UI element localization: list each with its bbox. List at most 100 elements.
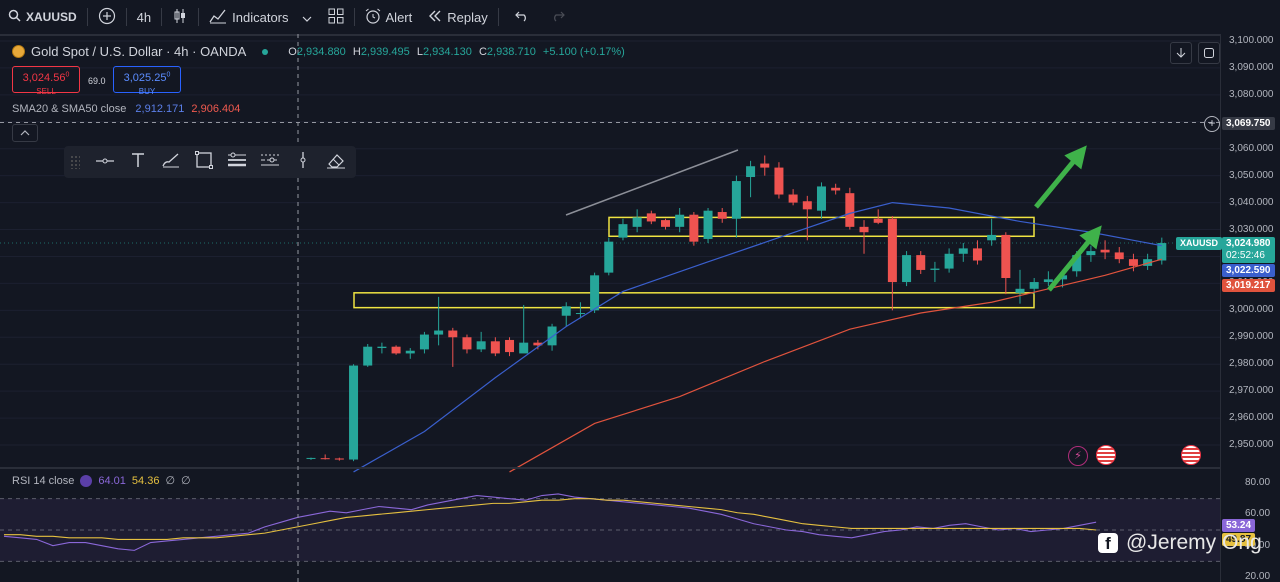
- price-tick-label: 3,080.000: [1229, 88, 1274, 100]
- text-tool-button[interactable]: [121, 146, 154, 178]
- rsi-legend[interactable]: RSI 14 close 64.01 54.36 ∅ ∅: [12, 474, 191, 487]
- line-style-button[interactable]: [253, 146, 286, 178]
- earnings-event-icon[interactable]: ⚡: [1068, 446, 1088, 466]
- candle-body: [1072, 255, 1082, 272]
- rectangle-icon: [194, 150, 213, 174]
- price-tick-label: 3,050.000: [1229, 169, 1274, 181]
- floating-drawing-toolbar: [64, 146, 356, 178]
- sell-button[interactable]: 3,024.560 SELL: [12, 66, 80, 96]
- candle-body: [575, 313, 585, 315]
- redo-button[interactable]: [543, 0, 573, 34]
- collapse-legend-button[interactable]: [12, 124, 38, 142]
- candle-body: [561, 306, 571, 316]
- candle-body: [873, 218, 883, 223]
- candle-body: [675, 214, 685, 227]
- plus-circle-icon: [98, 7, 116, 28]
- pane-controls: [1170, 42, 1220, 64]
- alert-button[interactable]: Alert: [357, 0, 421, 34]
- drag-handle[interactable]: [70, 155, 80, 169]
- top-toolbar: XAUUSD 4h Indicators Alert: [0, 0, 1280, 36]
- alarm-clock-icon: [365, 8, 381, 27]
- sma50-line: [509, 258, 1162, 473]
- layouts-button[interactable]: [320, 0, 352, 34]
- sma50-price-tag: 3,019.217: [1222, 279, 1275, 292]
- candle-body: [802, 201, 812, 210]
- line-tool-button[interactable]: [88, 146, 121, 178]
- buy-button[interactable]: 3,025.250 BUY: [113, 66, 181, 96]
- buy-price: 3,025.250: [123, 71, 171, 84]
- brush-tool-button[interactable]: [154, 146, 187, 178]
- candle-body: [391, 346, 401, 354]
- candle-body: [689, 214, 699, 242]
- candle-body: [1100, 249, 1110, 253]
- maximize-icon[interactable]: [1198, 42, 1220, 64]
- redo-icon: [551, 10, 565, 25]
- rsi-tick-label: 60.00: [1245, 508, 1271, 520]
- compare-button[interactable]: [90, 0, 124, 34]
- candle-body: [505, 339, 515, 353]
- replay-button[interactable]: Replay: [420, 0, 495, 34]
- candle-body: [845, 193, 855, 227]
- eraser-tool-button[interactable]: [319, 146, 352, 178]
- candle-body: [462, 337, 472, 350]
- rsi-ma-value: 54.36: [131, 474, 160, 487]
- symbol-search[interactable]: XAUUSD: [0, 0, 85, 34]
- candle-body: [1157, 243, 1167, 261]
- chart-type-button[interactable]: [164, 0, 196, 34]
- price-tick-label: 3,030.000: [1229, 223, 1274, 235]
- rsi-ma-tag: 49.87: [1222, 533, 1256, 546]
- undo-button[interactable]: [501, 0, 543, 34]
- projection-arrowhead: [1064, 145, 1087, 170]
- search-icon: [8, 9, 21, 25]
- candle-body: [419, 334, 429, 350]
- candle-body: [476, 341, 486, 350]
- line-settings-button[interactable]: [220, 146, 253, 178]
- rewind-icon: [428, 10, 442, 25]
- chevron-down-icon[interactable]: [302, 10, 312, 25]
- sell-price: 3,024.560: [22, 71, 70, 84]
- price-tick-label: 2,990.000: [1229, 331, 1274, 343]
- sma-legend[interactable]: SMA20 & SMA50 close 2,912.171 2,906.404: [12, 103, 240, 115]
- candle-body: [646, 213, 656, 222]
- interval-button[interactable]: 4h: [129, 0, 159, 34]
- eraser-icon: [326, 151, 346, 174]
- price-tick-label: 3,100.000: [1229, 35, 1274, 46]
- candle-body: [547, 326, 557, 346]
- chart-canvas[interactable]: [0, 0, 1220, 582]
- trendline: [565, 149, 739, 216]
- sma50-value: 2,906.404: [191, 103, 241, 115]
- watermark: f @Jeremy Ong: [1098, 531, 1262, 555]
- candle-body: [958, 248, 968, 254]
- symbol-tag: XAUUSD: [1176, 237, 1223, 250]
- indicators-icon: [209, 8, 227, 27]
- download-icon[interactable]: [1170, 42, 1192, 64]
- separator: [161, 8, 163, 26]
- add-alert-icon[interactable]: +: [1204, 116, 1220, 132]
- us-flag-event-icon[interactable]: [1096, 445, 1116, 465]
- rsi-tick-label: 80.00: [1245, 477, 1271, 488]
- rsi-settings-icon[interactable]: [80, 474, 93, 487]
- candle-body: [731, 181, 741, 219]
- rsi-tick-label: 20.00: [1245, 571, 1271, 582]
- candle-body: [1143, 259, 1153, 266]
- marker-tool-button[interactable]: [286, 146, 319, 178]
- candle-body: [1128, 259, 1138, 266]
- instrument-title[interactable]: Gold Spot / U.S. Dollar · 4h · OANDA: [31, 44, 247, 59]
- support-resistance-zone: [353, 292, 1035, 309]
- spread-value: 69.0: [88, 76, 106, 86]
- candle-body: [930, 268, 940, 270]
- candle-body: [831, 187, 841, 191]
- vertical-line-icon: [298, 151, 308, 174]
- rectangle-tool-button[interactable]: [187, 146, 220, 178]
- replay-label: Replay: [447, 9, 488, 25]
- us-flag-event-icon[interactable]: [1181, 445, 1201, 465]
- candles-icon: [172, 8, 188, 27]
- candle-body: [1043, 279, 1053, 283]
- separator: [353, 8, 355, 26]
- market-open-icon: [262, 48, 269, 55]
- candle-body: [490, 341, 500, 354]
- candle-body: [320, 458, 330, 460]
- indicators-button[interactable]: Indicators: [201, 0, 319, 34]
- candle-body: [448, 330, 458, 338]
- chart-legend: Gold Spot / U.S. Dollar · 4h · OANDA O2,…: [12, 44, 625, 59]
